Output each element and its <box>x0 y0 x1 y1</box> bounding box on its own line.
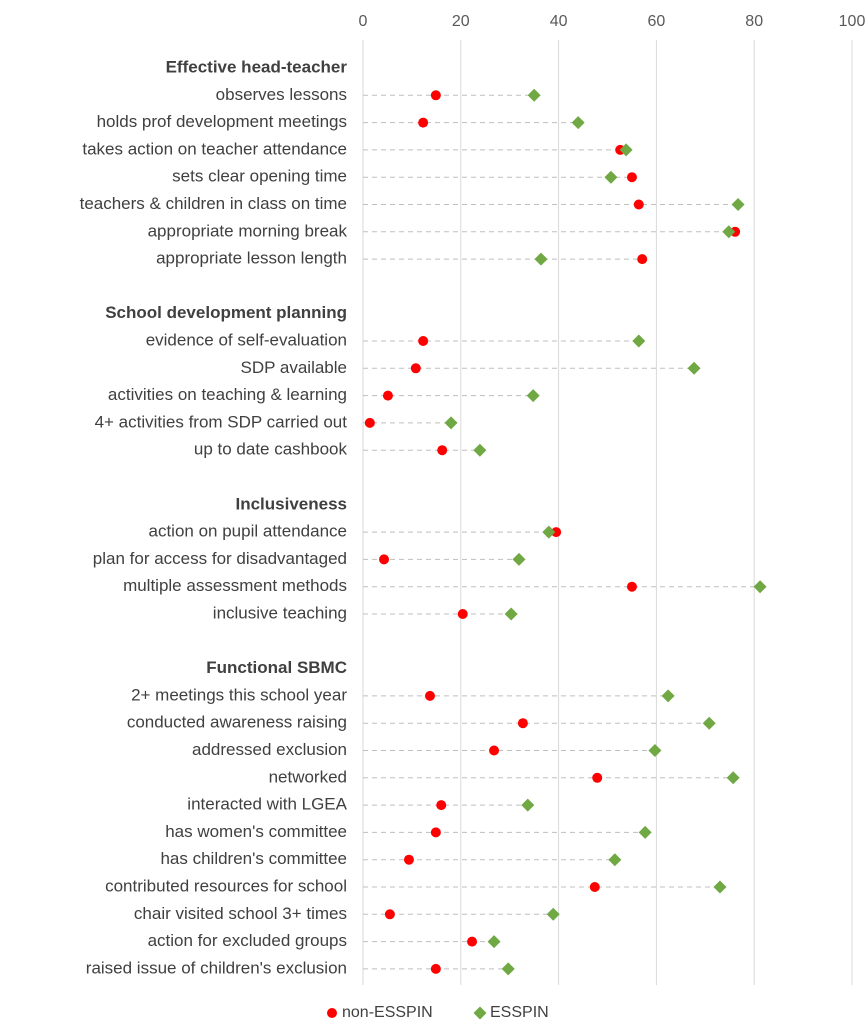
category-label: takes action on teacher attendance <box>82 139 347 158</box>
dot-marker <box>467 936 478 947</box>
category-label: up to date cashbook <box>194 440 348 459</box>
diamond-marker <box>527 88 541 102</box>
dot-marker <box>436 800 447 811</box>
category-label: has children's committee <box>160 849 347 868</box>
dot-marker <box>551 527 562 538</box>
dot-marker <box>517 718 528 729</box>
diamond-marker <box>638 825 652 839</box>
diamond-marker <box>722 225 736 239</box>
diamond-marker <box>713 880 727 894</box>
category-label: 4+ activities from SDP carried out <box>95 412 348 431</box>
dot-marker <box>637 254 648 265</box>
dot-marker <box>589 882 600 892</box>
diamond-marker <box>604 170 618 184</box>
x-tick-label: 40 <box>550 13 568 30</box>
diamond-marker <box>608 853 622 867</box>
dot-marker <box>382 390 393 401</box>
diamond-marker <box>526 389 540 403</box>
category-label: 2+ meetings this school year <box>131 685 347 704</box>
diamond-marker <box>661 689 675 703</box>
dot-marker <box>430 963 441 974</box>
diamond-marker <box>534 252 548 266</box>
dot-marker <box>457 609 468 619</box>
x-tick-label: 20 <box>452 13 470 30</box>
legend-marker <box>327 1008 337 1018</box>
category-label: action for excluded groups <box>148 931 347 950</box>
diamond-marker <box>501 962 515 976</box>
dot-marker <box>403 854 414 865</box>
category-label: action on pupil attendance <box>149 522 348 541</box>
diamond-marker <box>473 443 487 457</box>
category-label: interacted with LGEA <box>187 795 347 814</box>
dot-marker <box>626 172 637 183</box>
x-tick-label: 100 <box>839 13 866 30</box>
diamond-marker <box>619 143 633 157</box>
category-label: sets clear opening time <box>172 167 347 186</box>
legend-label: ESSPIN <box>490 1004 549 1021</box>
x-tick-label: 0 <box>359 13 368 30</box>
category-label: evidence of self-evaluation <box>146 330 347 349</box>
category-label: raised issue of children's exclusion <box>86 958 347 977</box>
dot-marker <box>430 90 441 101</box>
dot-marker <box>430 827 441 838</box>
diamond-marker <box>726 771 740 785</box>
diamond-marker <box>753 580 767 594</box>
category-label: conducted awareness raising <box>127 713 347 732</box>
legend-marker <box>473 1006 487 1020</box>
diamond-marker <box>487 935 501 949</box>
group-label: School development planning <box>105 303 347 322</box>
category-label: addressed exclusion <box>192 740 347 759</box>
category-label: chair visited school 3+ times <box>134 904 347 923</box>
diamond-marker <box>648 744 662 757</box>
diamond-marker <box>542 525 556 539</box>
category-label: contributed resources for school <box>105 876 347 895</box>
dot-marker <box>384 909 395 920</box>
dot-marker <box>592 772 603 783</box>
category-label: networked <box>269 767 347 786</box>
category-label: inclusive teaching <box>213 603 347 622</box>
category-label: SDP available <box>241 358 347 377</box>
category-label: appropriate morning break <box>148 221 348 240</box>
category-label: plan for access for disadvantaged <box>93 549 347 568</box>
x-tick-label: 60 <box>648 13 666 30</box>
dot-marker <box>489 745 500 756</box>
dot-marker <box>424 690 435 701</box>
category-label: teachers & children in class on time <box>80 194 347 213</box>
dot-marker <box>626 581 637 592</box>
dot-marker <box>633 199 644 210</box>
diamond-marker <box>731 198 745 211</box>
x-tick-label: 80 <box>745 13 763 30</box>
diamond-marker <box>444 416 458 430</box>
diamond-marker <box>521 798 535 812</box>
diamond-marker <box>702 716 716 730</box>
dot-marker <box>364 417 375 428</box>
dot-marker <box>410 363 421 374</box>
dot-marker <box>379 554 390 565</box>
dot-marker <box>418 117 429 128</box>
category-label: holds prof development meetings <box>97 112 347 131</box>
category-label: appropriate lesson length <box>156 249 347 268</box>
diamond-marker <box>687 361 701 375</box>
group-label: Effective head-teacher <box>166 57 348 76</box>
diamond-marker <box>504 607 518 621</box>
dot-marker <box>418 336 429 346</box>
category-label: multiple assessment methods <box>123 576 347 595</box>
category-label: observes lessons <box>216 85 347 104</box>
group-label: Inclusiveness <box>235 494 347 513</box>
legend-label: non-ESSPIN <box>342 1004 433 1021</box>
diamond-marker <box>632 334 646 348</box>
category-label: activities on teaching & learning <box>108 385 347 404</box>
category-label: has women's committee <box>165 822 347 841</box>
dot-marker <box>437 445 448 456</box>
diamond-marker <box>546 907 560 921</box>
diamond-marker <box>512 552 526 566</box>
diamond-marker <box>571 116 585 130</box>
group-label: Functional SBMC <box>206 658 347 677</box>
